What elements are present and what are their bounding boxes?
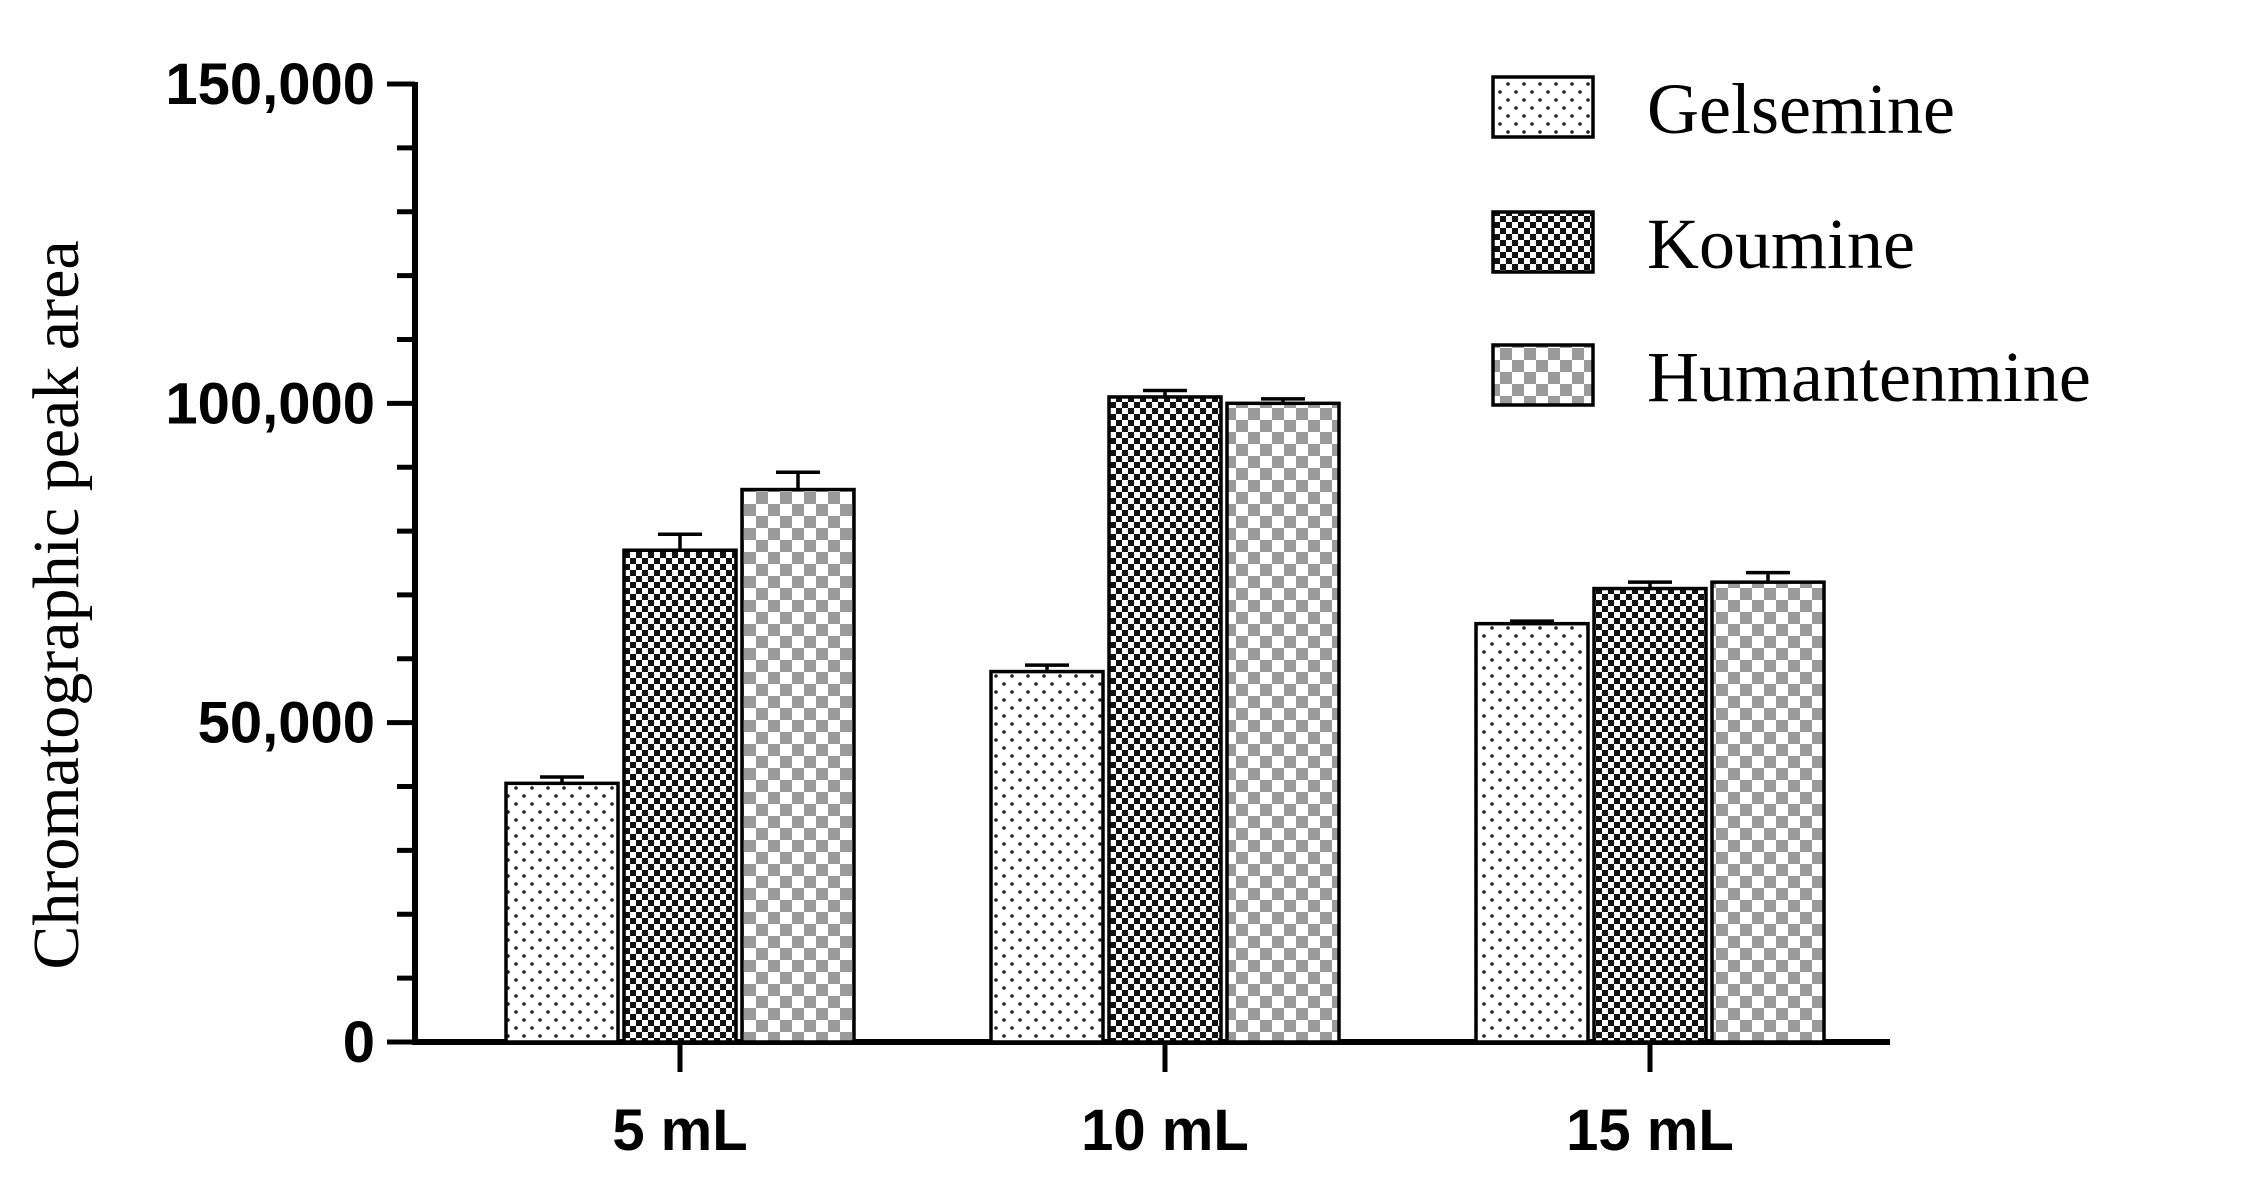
y-tick-label: 100,000 [165,371,375,436]
legend-swatch [1491,343,1595,407]
bar-humantenmine-10ml [1225,401,1341,1044]
bar-koumine-10ml [1107,395,1223,1044]
y-tick-label: 50,000 [198,691,375,756]
bars [504,388,1826,1044]
legend-label: Koumine [1647,204,1915,284]
legend-label: Gelsemine [1647,69,1955,149]
x-tick-label: 10 mL [1081,1098,1249,1163]
y-tick-label: 150,000 [165,52,375,117]
legend-swatch [1491,75,1595,139]
legend-swatch [1491,210,1595,274]
y-axis-label: Chromatographic peak area [20,240,93,969]
bar-gelsemine-15ml [1474,621,1590,1044]
legend-label: Humantenmine [1647,337,2091,417]
bar-koumine-15ml [1592,586,1708,1044]
x-tick-label: 5 mL [612,1098,747,1163]
bar-koumine-5ml [622,548,738,1044]
x-axis: 5 mL 10 mL 15 mL [412,1039,1890,1163]
bar-gelsemine-5ml [504,781,620,1044]
y-tick-label: 0 [343,1010,375,1075]
bar-gelsemine-10ml [989,669,1105,1044]
y-axis: 0 50,000 100,000 150,000 [165,52,418,1075]
legend: Gelsemine Koumine Humantenmine [1491,69,2091,417]
bar-humantenmine-15ml [1710,580,1826,1044]
bar-humantenmine-5ml [740,487,856,1044]
x-tick-label: 15 mL [1566,1098,1734,1163]
